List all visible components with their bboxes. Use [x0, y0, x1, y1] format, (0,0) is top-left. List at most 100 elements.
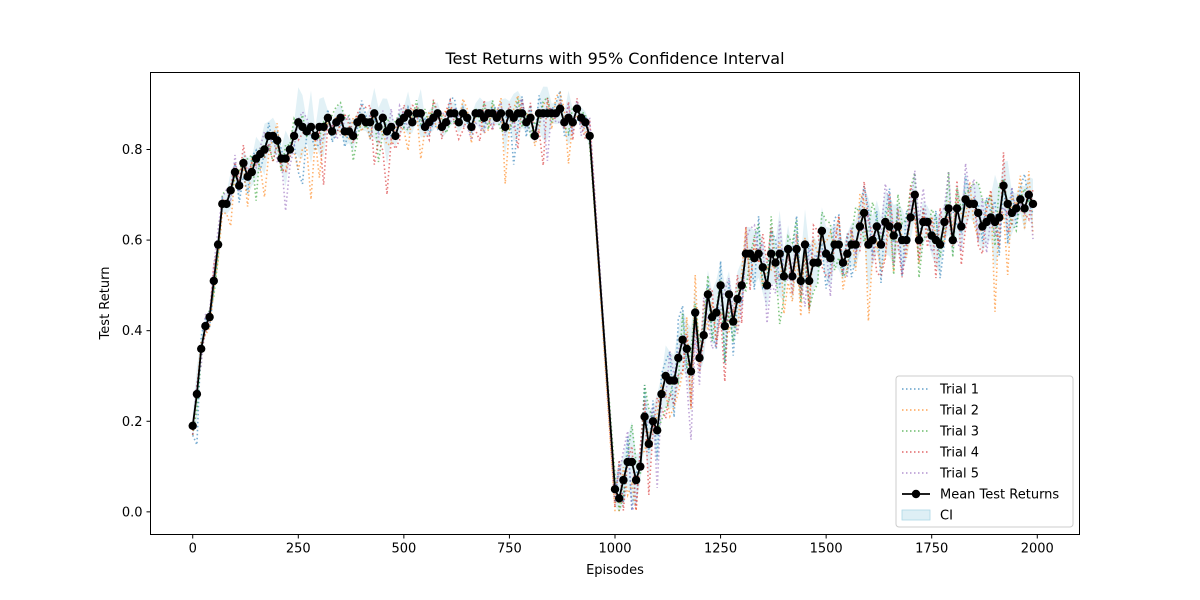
mean-point [788, 272, 797, 281]
mean-point [1003, 199, 1012, 209]
mean-point [657, 389, 666, 399]
mean-point [940, 217, 949, 227]
mean-point [496, 109, 506, 118]
mean-point [817, 226, 827, 236]
x-tick-label: 500 [391, 542, 416, 557]
x-tick-label: 1000 [598, 542, 631, 557]
mean-point [935, 240, 945, 249]
y-tick-label: 0.4 [122, 324, 143, 339]
y-tick-label: 0.6 [122, 234, 143, 249]
mean-point [463, 113, 472, 123]
mean-point [205, 312, 214, 322]
mean-point [441, 118, 451, 127]
mean-point [530, 131, 539, 141]
mean-point [872, 222, 881, 231]
mean-point [762, 281, 772, 290]
legend-label-mean: Mean Test Returns [940, 488, 1059, 503]
mean-point [838, 258, 848, 267]
y-axis-label: Test Return [98, 267, 113, 341]
mean-point [737, 281, 746, 290]
mean-point [674, 353, 683, 363]
mean-point [944, 204, 953, 213]
mean-point [192, 389, 202, 399]
mean-point [365, 118, 375, 127]
mean-point [724, 290, 734, 299]
mean-point [226, 186, 235, 195]
x-tick-label: 2000 [1021, 542, 1054, 557]
mean-point [800, 240, 810, 249]
mean-point [910, 190, 919, 199]
legend: Trial 1 Trial 2 Trial 3 Trial 4 Trial 5 Mean … [895, 375, 1074, 528]
mean-point [720, 321, 729, 331]
mean-point [615, 494, 624, 503]
mean-point [213, 240, 223, 249]
ci-band-phase1 [192, 86, 590, 436]
mean-point [285, 145, 295, 154]
mean-point [454, 118, 463, 127]
mean-point [260, 145, 269, 154]
mean-point [813, 258, 822, 267]
mean-point [691, 308, 700, 317]
mean-point [834, 240, 843, 249]
mean-point [771, 258, 780, 267]
mean-point [669, 376, 679, 385]
x-tick-label: 250 [286, 542, 311, 557]
mean-point [370, 109, 379, 118]
mean-point [289, 131, 299, 141]
mean-point [501, 122, 510, 132]
mean-point [378, 113, 387, 123]
mean-point [188, 421, 197, 430]
legend-label-trial-3: Trial 3 [939, 425, 979, 440]
legend-box [895, 375, 1074, 528]
mean-point [712, 308, 721, 317]
mean-point [952, 204, 962, 213]
y-axis: 0.0 0.2 0.4 0.6 0.8 [122, 143, 151, 520]
mean-point [636, 462, 645, 471]
mean-point [876, 240, 886, 249]
x-tick-label: 0 [189, 542, 197, 557]
x-axis-label: Episodes [586, 563, 644, 578]
mean-point [281, 154, 290, 163]
mean-point [568, 118, 577, 127]
legend-label-trial-4: Trial 4 [939, 446, 979, 461]
mean-point [239, 158, 248, 168]
mean-point [349, 131, 358, 141]
mean-point [792, 244, 801, 254]
mean-point [403, 109, 413, 118]
mean-point [805, 276, 814, 286]
legend-swatch-ci [901, 509, 931, 521]
y-tick-label: 0.0 [122, 505, 143, 520]
legend-label-trial-5: Trial 5 [939, 467, 979, 482]
mean-point [885, 222, 894, 231]
legend-label-trial-1: Trial 1 [939, 383, 979, 398]
mean-point [779, 272, 789, 281]
mean-point [703, 290, 713, 299]
mean-point [695, 353, 704, 363]
mean-point [336, 113, 345, 123]
mean-point [775, 249, 784, 258]
legend-label-trial-2: Trial 2 [939, 404, 979, 419]
mean-point [699, 331, 708, 340]
mean-point [648, 417, 658, 426]
mean-point [416, 109, 425, 118]
mean-point [1028, 199, 1038, 209]
mean-point [319, 122, 328, 132]
trial-line-3 [191, 95, 1034, 511]
y-tick-label: 0.2 [122, 415, 143, 430]
mean-point [235, 181, 244, 190]
mean-point [758, 263, 767, 272]
mean-point [311, 131, 320, 141]
mean-point [893, 222, 903, 231]
legend-swatch-mean-marker [911, 489, 921, 499]
legend-label-ci: CI [940, 509, 953, 524]
mean-point [517, 109, 527, 118]
mean-point [902, 235, 911, 245]
mean-point [1024, 190, 1034, 199]
mean-point [1012, 204, 1021, 213]
mean-point [923, 217, 932, 227]
mean-point [868, 235, 877, 245]
mean-point [327, 127, 337, 136]
x-tick-label: 750 [497, 542, 522, 557]
x-tick-label: 1500 [810, 542, 843, 557]
